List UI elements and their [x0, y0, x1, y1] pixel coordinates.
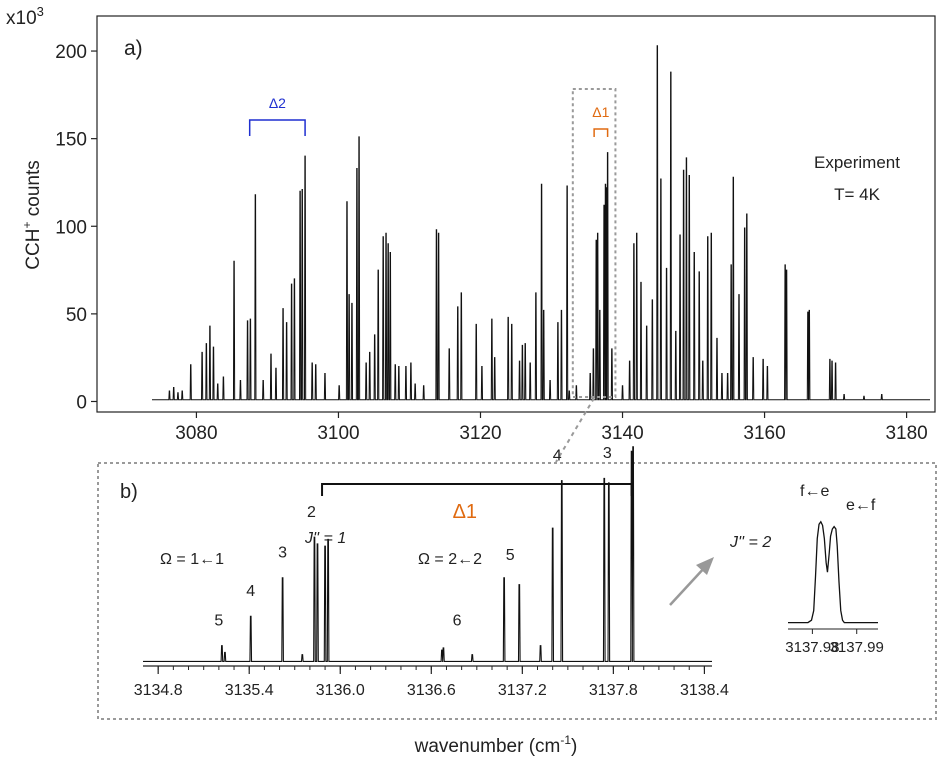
panel-a-label: a): [124, 37, 143, 60]
panel-a-y-tick-label: 100: [55, 217, 87, 238]
panel-a-x-tick-label: 3120: [459, 423, 501, 444]
e-from-f-label: e←f: [846, 497, 876, 514]
inset-x-tick-label: 3137.99: [830, 639, 884, 656]
panel-a-y-tick-label: 0: [76, 392, 87, 413]
panel-b-spectrum-line: [143, 446, 712, 663]
experiment-annotation: Experiment: [814, 153, 900, 172]
panel-a-spectrum-line: [152, 45, 930, 401]
panel-b-label: b): [120, 481, 138, 503]
j-double-prime-2-label: J'' = 2: [729, 534, 771, 551]
delta1-zoom-label: Δ1: [453, 501, 477, 523]
x-axis-title: wavenumber (cm-1): [414, 733, 578, 757]
peak-number-label: 6: [453, 612, 462, 629]
omega-1-label: Ω = 1←1: [160, 551, 224, 568]
omega-2-label: Ω = 2←2: [418, 551, 482, 568]
delta1-zoom-bracket: [321, 483, 633, 496]
panel-a-y-axis-title: CCH+ counts: [20, 160, 44, 269]
peak-number-label: 4: [553, 447, 562, 464]
zoom-connector-line: [555, 397, 595, 463]
panel-b-x-tick-label: 3136.0: [316, 682, 365, 699]
peak-number-label: 4: [246, 583, 255, 600]
inset-x-tick-label: 3137.98: [785, 639, 839, 656]
panel-a-y-tick-label: 50: [66, 305, 87, 326]
panel-b-peak-labels: 5 4 3 2 6 5 4 3: [214, 445, 611, 629]
peak-number-label: 3: [603, 445, 612, 462]
peak-number-label: 5: [214, 612, 223, 629]
delta2-bracket: [248, 119, 306, 136]
panel-a-y-axis: 0 50 100 150 200: [55, 42, 97, 413]
panel-a: 0 50 100 150 200 3080 3100 3120 3140 3160 3180 x1…: [6, 4, 936, 444]
panel-a-y-tick-label: 150: [55, 130, 87, 151]
peak-number-label: 5: [506, 547, 515, 564]
panel-a-x-tick-label: 3160: [743, 423, 785, 444]
panel-a-x-tick-label: 3140: [601, 423, 643, 444]
f-from-e-label: f←e: [800, 483, 829, 500]
panel-a-x-tick-label: 3100: [317, 423, 359, 444]
panel-a-x-axis: 3080 3100 3120 3140 3160 3180: [175, 412, 928, 444]
temperature-annotation: T= 4K: [834, 185, 880, 204]
panel-b-x-tick-label: 3137.8: [589, 682, 638, 699]
delta1-label: Δ1: [592, 104, 609, 120]
panel-b: b) 3134.8 3135.4 3136.0 3136.6 3137.2 3137.8 3…: [97, 445, 937, 720]
peak-number-label: 3: [278, 545, 287, 562]
panel-a-x-tick-label: 3080: [175, 423, 217, 444]
panel-b-x-tick-label: 3137.2: [498, 682, 547, 699]
zoom-arrow-shaft: [669, 565, 707, 606]
delta2-label: Δ2: [269, 95, 286, 111]
panel-b-x-tick-label: 3135.4: [225, 682, 274, 699]
panel-b-x-tick-label: 3136.6: [407, 682, 456, 699]
zoom-arrow-head-icon: [696, 557, 714, 575]
delta1-bracket: [593, 128, 609, 137]
panel-b-x-tick-label: 3134.8: [134, 682, 183, 699]
panel-b-x-axis: 3134.8 3135.4 3136.0 3136.6 3137.2 3137.8 3138…: [134, 666, 729, 699]
zoom-region-box: [571, 88, 617, 398]
j-double-prime-1-label: J'' = 1: [304, 530, 346, 547]
panel-a-exponent-label: x103: [6, 4, 44, 29]
panel-b-frame: [97, 462, 937, 720]
peak-number-label: 2: [307, 504, 316, 521]
panel-a-y-tick-label: 200: [55, 42, 87, 63]
panel-b-x-tick-label: 3138.4: [680, 682, 729, 699]
inset-doublet-line: [788, 520, 878, 624]
panel-a-frame: [96, 15, 936, 413]
panel-a-x-tick-label: 3180: [885, 423, 927, 444]
